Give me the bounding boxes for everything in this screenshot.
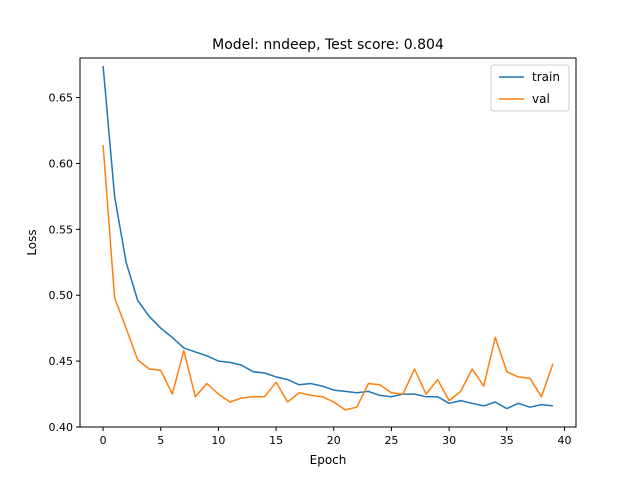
x-tick-label: 10 [211,434,225,447]
y-axis: 0.40 0.45 0.50 0.55 0.60 0.65 [49,92,80,434]
x-tick-label: 20 [327,434,341,447]
x-tick-label: 40 [557,434,571,447]
axes-frame [79,57,577,428]
y-axis-label: Loss [25,229,39,255]
series-line-train [102,65,553,410]
series-line-val [102,144,554,411]
x-tick-label: 30 [442,434,456,447]
legend-label-train: train [532,70,560,84]
legend-label-val: val [532,92,550,106]
y-tick-label: 0.60 [49,157,74,170]
y-tick-label: 0.65 [49,92,74,105]
x-tick-label: 15 [269,434,283,447]
legend: train val [490,64,570,112]
y-tick-label: 0.45 [49,355,74,368]
x-tick-label: 25 [384,434,398,447]
x-tick-label: 35 [500,434,514,447]
x-tick-label: 0 [100,434,107,447]
plot-area [102,65,554,411]
x-tick-label: 5 [157,434,164,447]
y-tick-label: 0.55 [49,223,74,236]
y-tick-label: 0.40 [49,421,74,434]
x-axis-label: Epoch [310,453,347,467]
chart-title: Model: nndeep, Test score: 0.804 [212,37,444,53]
y-tick-label: 0.50 [49,289,74,302]
x-axis: 0 5 10 15 20 25 30 35 40 [100,427,571,447]
